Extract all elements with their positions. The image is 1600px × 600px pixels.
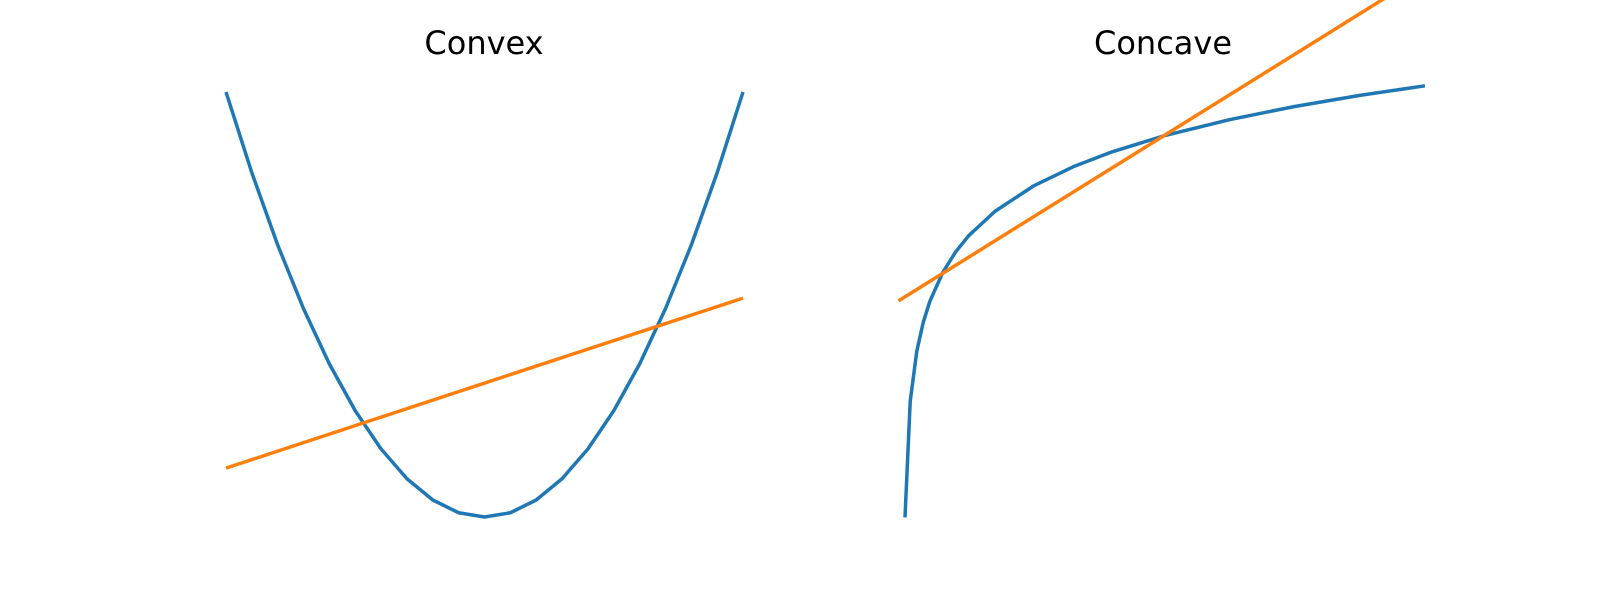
convex-title: Convex <box>424 24 543 62</box>
convex-secant-line <box>225 296 744 470</box>
panel-concave: Concave <box>897 0 1426 518</box>
concave-curve-series <box>903 84 1426 518</box>
concave-title: Concave <box>1094 24 1232 62</box>
convex-plot-area <box>224 91 745 519</box>
concave-plot-area <box>897 0 1426 518</box>
concave-secant-line <box>897 0 1386 303</box>
panel-convex: Convex <box>224 24 745 519</box>
